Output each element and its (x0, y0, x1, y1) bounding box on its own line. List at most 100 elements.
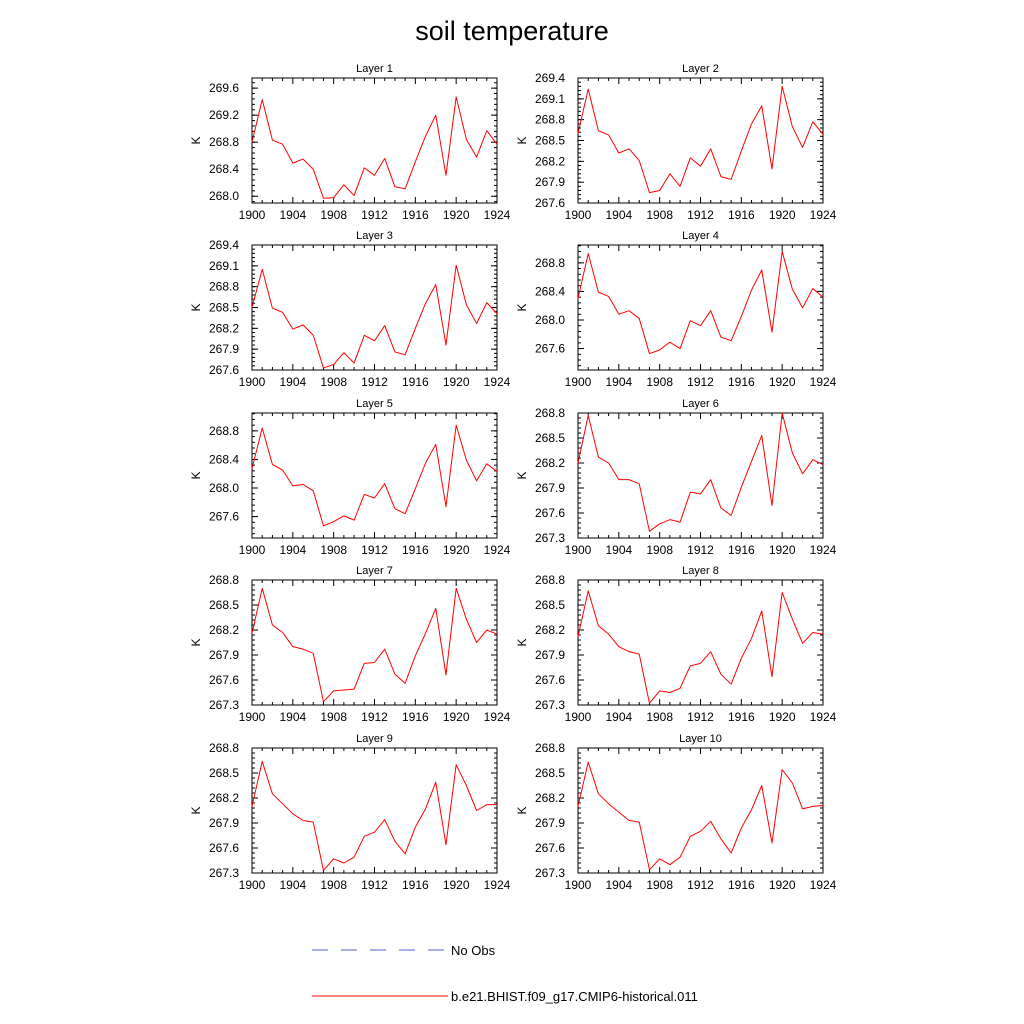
panel-title: Layer 7 (356, 565, 393, 577)
y-tick-label: 268.0 (209, 481, 239, 495)
panel-title: Layer 9 (356, 733, 393, 745)
x-tick-label: 1900 (565, 878, 592, 892)
series-line-model (251, 587, 498, 703)
y-tick-label: 268.5 (209, 598, 239, 612)
panel-layer-2: Layer 2 K 1900 1904 1908 1912 1916 1920 1924 267.… (515, 63, 837, 222)
panel-title: Layer 5 (356, 398, 393, 410)
x-tick-label: 1912 (361, 543, 388, 557)
x-tick-label: 1908 (646, 878, 673, 892)
x-tick-label: 1916 (728, 543, 755, 557)
x-tick-label: 1908 (320, 208, 347, 222)
y-axis-label: K (189, 638, 203, 646)
y-tick-label: 269.4 (209, 238, 239, 252)
y-tick-label: 267.6 (535, 342, 565, 356)
x-tick-label: 1920 (769, 710, 796, 724)
y-tick-label: 267.6 (209, 510, 239, 524)
panel-layer-7: Layer 7 K 1900 1904 1908 1912 1916 1920 1924 267.… (189, 565, 511, 724)
x-tick-label: 1912 (361, 878, 388, 892)
x-tick-label: 1908 (320, 375, 347, 389)
x-tick-label: 1924 (810, 710, 837, 724)
x-tick-label: 1920 (443, 543, 470, 557)
x-tick-label: 1900 (239, 878, 266, 892)
y-tick-label: 268.8 (209, 573, 239, 587)
series-line-model (251, 96, 498, 199)
y-tick-label: 267.3 (209, 866, 239, 880)
y-tick-label: 267.6 (209, 673, 239, 687)
x-tick-label: 1904 (279, 710, 306, 724)
x-tick-label: 1900 (565, 208, 592, 222)
x-tick-label: 1924 (484, 543, 511, 557)
series-line-model (251, 264, 498, 369)
panel-layer-4: Layer 4 K 1900 1904 1908 1912 1916 1920 1924 267.… (515, 230, 837, 389)
x-tick-label: 1920 (769, 208, 796, 222)
panel-title: Layer 4 (682, 230, 719, 242)
panel-grid: Layer 1 K 1900 1904 1908 1912 1916 1920 1924 268.… (189, 63, 837, 892)
series-line-model (577, 412, 824, 532)
legend: No Obs b.e21.BHIST.f09_g17.CMIP6-histori… (312, 943, 698, 1004)
y-tick-label: 268.5 (535, 431, 565, 445)
y-tick-label: 267.3 (535, 698, 565, 712)
y-axis-label: K (515, 806, 529, 814)
x-tick-label: 1900 (239, 543, 266, 557)
y-tick-label: 267.9 (209, 342, 239, 356)
y-tick-label: 267.9 (209, 816, 239, 830)
y-tick-label: 268.2 (209, 623, 239, 637)
y-tick-label: 268.4 (209, 162, 239, 176)
y-tick-label: 268.8 (535, 256, 565, 270)
series-line-model (577, 85, 824, 194)
y-tick-label: 268.8 (209, 135, 239, 149)
y-tick-label: 268.5 (535, 134, 565, 148)
panel-layer-9: Layer 9 K 1900 1904 1908 1912 1916 1920 1924 267.… (189, 733, 511, 892)
x-tick-label: 1920 (443, 710, 470, 724)
x-tick-label: 1912 (361, 208, 388, 222)
x-tick-label: 1916 (402, 543, 429, 557)
y-axis-label: K (189, 136, 203, 144)
y-tick-label: 269.1 (209, 259, 239, 273)
x-tick-label: 1908 (320, 710, 347, 724)
x-tick-label: 1904 (605, 375, 632, 389)
y-tick-label: 268.2 (209, 321, 239, 335)
y-tick-label: 268.2 (535, 154, 565, 168)
x-tick-label: 1916 (402, 375, 429, 389)
y-tick-label: 268.8 (535, 741, 565, 755)
y-tick-label: 267.9 (535, 648, 565, 662)
x-tick-label: 1920 (769, 543, 796, 557)
x-tick-label: 1924 (810, 375, 837, 389)
x-tick-label: 1916 (728, 375, 755, 389)
x-tick-label: 1912 (687, 710, 714, 724)
series-line-model (251, 760, 497, 871)
panel-title: Layer 8 (682, 565, 719, 577)
panel-title: Layer 2 (682, 63, 719, 75)
page-title: soil temperature (415, 16, 609, 46)
y-tick-label: 268.0 (209, 189, 239, 203)
x-tick-label: 1916 (728, 710, 755, 724)
panel-title: Layer 6 (682, 398, 719, 410)
x-tick-label: 1912 (687, 208, 714, 222)
y-tick-label: 268.8 (535, 113, 565, 127)
y-tick-label: 268.8 (535, 573, 565, 587)
y-tick-label: 267.6 (209, 841, 239, 855)
x-tick-label: 1904 (605, 710, 632, 724)
y-tick-label: 267.3 (535, 866, 565, 880)
y-tick-label: 267.6 (535, 841, 565, 855)
series-line-model (577, 761, 824, 871)
panel-layer-1: Layer 1 K 1900 1904 1908 1912 1916 1920 1924 268.… (189, 63, 511, 222)
y-tick-label: 267.6 (535, 196, 565, 210)
x-tick-label: 1904 (279, 208, 306, 222)
y-tick-label: 268.8 (209, 280, 239, 294)
y-tick-label: 268.8 (209, 424, 239, 438)
x-tick-label: 1904 (279, 543, 306, 557)
x-tick-label: 1924 (810, 878, 837, 892)
x-tick-label: 1916 (402, 878, 429, 892)
y-tick-label: 268.8 (209, 741, 239, 755)
x-tick-label: 1900 (565, 710, 592, 724)
x-tick-label: 1908 (320, 543, 347, 557)
x-tick-label: 1916 (728, 878, 755, 892)
x-tick-label: 1924 (484, 710, 511, 724)
x-tick-label: 1900 (565, 375, 592, 389)
panel-layer-3: Layer 3 K 1900 1904 1908 1912 1916 1920 1924 267.… (189, 230, 511, 389)
y-tick-label: 268.5 (209, 301, 239, 315)
x-tick-label: 1920 (443, 375, 470, 389)
y-tick-label: 268.8 (535, 406, 565, 420)
